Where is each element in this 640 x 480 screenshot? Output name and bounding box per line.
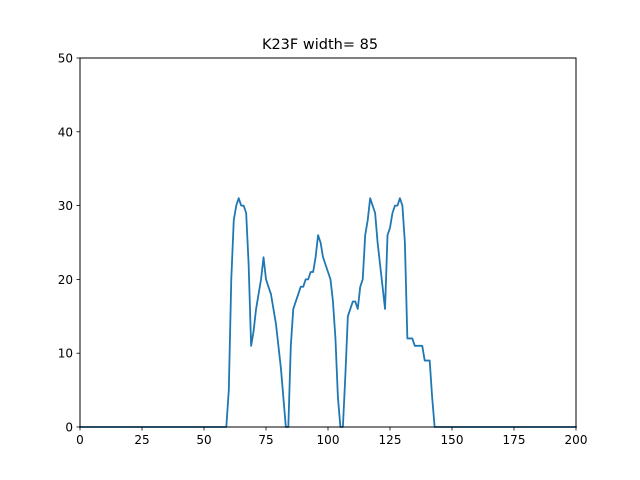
y-tick-label: 10: [58, 347, 73, 361]
y-tick-label: 50: [58, 52, 73, 66]
x-axis: 0 25 50 75 100 125 150 175 200: [76, 427, 587, 447]
y-tick-label: 0: [65, 421, 73, 435]
series-line: [79, 197, 577, 428]
y-tick-label: 20: [58, 273, 73, 287]
y-tick-label: 40: [58, 125, 73, 139]
x-tick-label: 25: [134, 433, 149, 447]
plot-area: [79, 197, 577, 428]
y-axis: 0 10 20 30 40 50: [58, 52, 80, 435]
x-tick-label: 175: [503, 433, 526, 447]
x-tick-label: 75: [258, 433, 273, 447]
x-tick-label: 100: [317, 433, 340, 447]
x-tick-label: 125: [379, 433, 402, 447]
x-tick-label: 150: [441, 433, 464, 447]
x-tick-label: 200: [565, 433, 588, 447]
chart-title: K23F width= 85: [262, 37, 378, 53]
x-tick-label: 0: [76, 433, 84, 447]
y-tick-label: 30: [58, 199, 73, 213]
x-tick-label: 50: [196, 433, 211, 447]
